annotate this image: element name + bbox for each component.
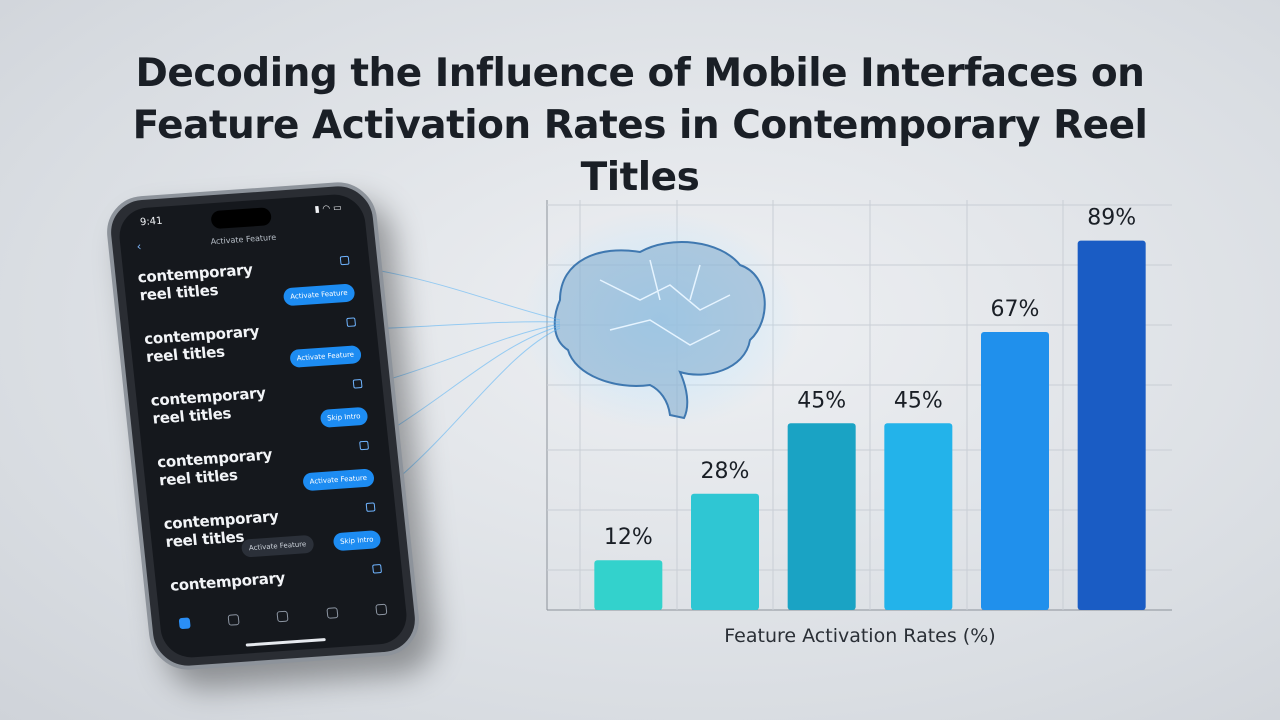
status-icons: ▮ ◠ ▭ bbox=[314, 203, 343, 215]
value-label: 89% bbox=[1087, 206, 1136, 231]
item-title: contemporary reel titles bbox=[143, 322, 260, 366]
bar bbox=[981, 331, 1049, 610]
value-label: 12% bbox=[604, 525, 653, 550]
title-text: Decoding the Influence of Mobile Interfa… bbox=[132, 51, 1148, 200]
value-label: 45% bbox=[797, 388, 846, 413]
bar bbox=[884, 423, 953, 610]
title: Decoding the Influence of Mobile Interfa… bbox=[40, 48, 1240, 204]
item-icon bbox=[339, 255, 350, 266]
item-icon bbox=[365, 502, 376, 512]
item-title: contemporary reel titles bbox=[156, 445, 273, 490]
bar bbox=[1077, 240, 1146, 610]
value-label: 28% bbox=[701, 459, 750, 484]
item-icon bbox=[352, 379, 363, 389]
value-label: 45% bbox=[894, 388, 943, 413]
tab[interactable] bbox=[178, 617, 191, 630]
item-buttons: Activate Feature bbox=[288, 345, 362, 368]
status-time: 9:41 bbox=[139, 215, 164, 229]
phone-screen: 9:41 ▮ ◠ ▭ ‹ Activate Feature contempora… bbox=[116, 192, 410, 660]
bar bbox=[787, 423, 856, 610]
item-title: contemporary reel titles bbox=[136, 260, 254, 305]
home-indicator bbox=[245, 638, 326, 647]
action-button[interactable]: Activate Feature bbox=[241, 534, 315, 558]
tab[interactable] bbox=[227, 614, 240, 626]
x-axis-label: Feature Activation Rates (%) bbox=[724, 625, 996, 647]
action-button[interactable]: Skip Intro bbox=[332, 530, 382, 552]
phone: 9:41 ▮ ◠ ▭ ‹ Activate Feature contempora… bbox=[103, 179, 423, 673]
item-buttons: Activate Feature bbox=[282, 283, 356, 307]
item-buttons: Skip Intro bbox=[319, 406, 369, 428]
item-title: contemporary reel titles bbox=[149, 383, 267, 428]
action-button[interactable]: Activate Feature bbox=[288, 345, 362, 368]
bar bbox=[691, 493, 759, 610]
brain bbox=[299, 210, 800, 531]
item-buttons: Activate Feature bbox=[301, 468, 375, 492]
notch bbox=[210, 207, 273, 230]
item-icon bbox=[372, 564, 383, 574]
screen-header: Activate Feature bbox=[210, 232, 277, 247]
tab[interactable] bbox=[276, 610, 290, 623]
item-list: contemporary reel titles Activate Feature… bbox=[137, 253, 395, 638]
tab[interactable] bbox=[326, 607, 339, 619]
action-button[interactable]: Activate Feature bbox=[282, 283, 356, 307]
bar bbox=[594, 560, 663, 610]
value-label: 67% bbox=[991, 297, 1040, 322]
action-button[interactable]: Activate Feature bbox=[301, 468, 375, 492]
action-button[interactable]: Skip Intro bbox=[319, 406, 369, 428]
item-icon bbox=[359, 440, 370, 451]
tab[interactable] bbox=[375, 603, 388, 616]
item-icon bbox=[346, 317, 357, 327]
